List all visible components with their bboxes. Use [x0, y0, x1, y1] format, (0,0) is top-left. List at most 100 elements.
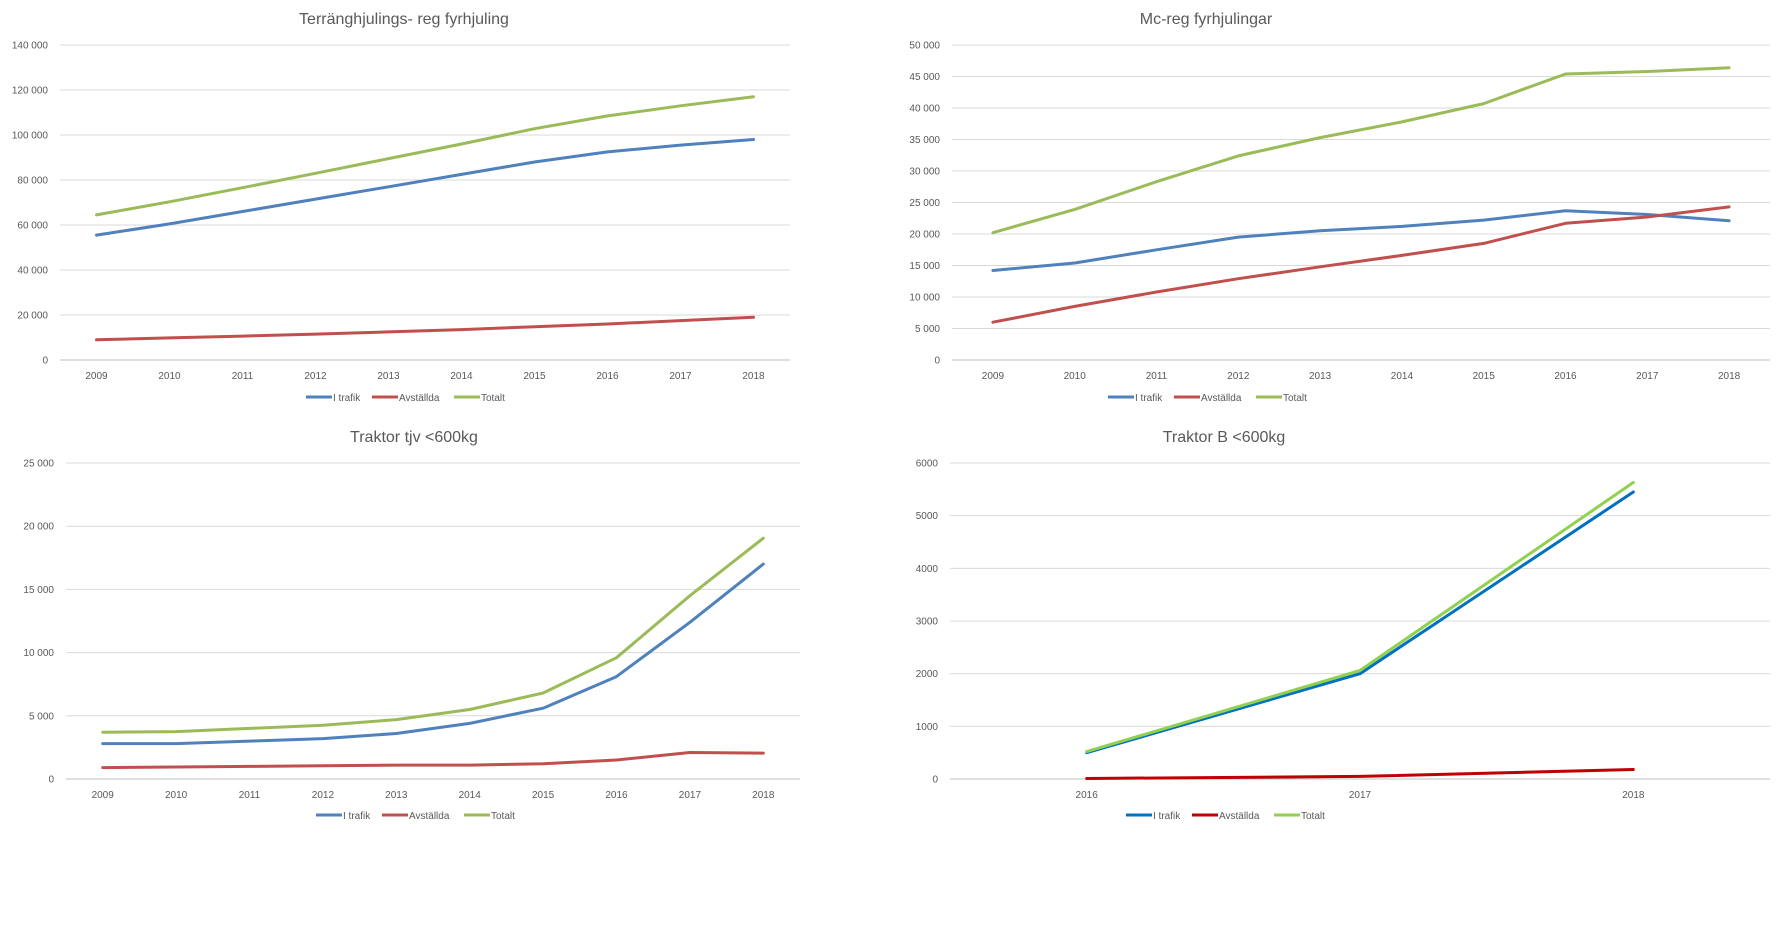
- x-tick-label: 2013: [385, 790, 408, 801]
- x-tick-label: 2011: [1146, 371, 1168, 382]
- y-tick-label: 0: [42, 356, 48, 367]
- x-tick-label: 2009: [982, 371, 1005, 382]
- chart-title: Traktor B <600kg: [1163, 429, 1286, 446]
- y-tick-label: 45 000: [909, 72, 940, 83]
- legend-label: Totalt: [481, 393, 505, 404]
- series-line-totalt: [1085, 481, 1635, 754]
- chart-title: Terränghjulings- reg fyrhjuling: [299, 11, 509, 28]
- x-tick-label: 2010: [165, 790, 188, 801]
- legend: I trafik Avställda Totalt: [306, 393, 505, 404]
- y-tick-label: 3000: [916, 617, 939, 628]
- y-tick-label: 0: [934, 356, 940, 367]
- x-tick-label: 2017: [679, 790, 702, 801]
- x-tick-label: 2016: [1076, 790, 1099, 801]
- x-tick-label: 2012: [312, 790, 335, 801]
- series-line-i-trafik: [1085, 490, 1635, 755]
- series-line-avställda: [95, 315, 755, 342]
- legend: I trafik Avställda Totalt: [1108, 393, 1307, 404]
- x-tick-label: 2009: [85, 371, 108, 382]
- y-tick-label: 40 000: [909, 104, 940, 115]
- x-tick-label: 2010: [1064, 371, 1087, 382]
- x-tick-label: 2016: [596, 371, 619, 382]
- x-tick-label: 2018: [742, 371, 765, 382]
- chart-title: Traktor tjv <600kg: [350, 429, 478, 446]
- legend-label: Totalt: [491, 811, 515, 822]
- x-tick-label: 2013: [1309, 371, 1332, 382]
- y-tick-label: 10 000: [909, 293, 940, 304]
- y-tick-label: 0: [48, 775, 54, 786]
- y-tick-label: 5 000: [29, 711, 54, 722]
- y-tick-label: 30 000: [909, 167, 940, 178]
- legend: I trafik Avställda Totalt: [316, 811, 515, 822]
- series-line-i-trafik: [101, 562, 765, 746]
- x-tick-label: 2018: [752, 790, 775, 801]
- plot-group: 0 1000 2000 3000 4000 5000 6000 2016 2017 2018: [916, 459, 1770, 801]
- legend-label: I trafik: [333, 393, 361, 404]
- x-tick-label: 2014: [450, 371, 473, 382]
- y-tick-label: 60 000: [17, 221, 48, 232]
- series-line-totalt: [95, 95, 755, 217]
- chart-panel-traktor-tjv: 0 5 000 10 000 15 000 20 000 25 000 2009 2010 20…: [0, 418, 890, 937]
- chart-mc-reg: 0 5 000 10 000 15 000 20 000 25 000 30 000 35 0…: [909, 11, 1770, 404]
- x-tick-label: 2018: [1718, 371, 1741, 382]
- y-tick-label: 35 000: [909, 135, 940, 146]
- y-tick-label: 4000: [916, 564, 939, 575]
- y-tick-label: 25 000: [909, 198, 940, 209]
- y-tick-label: 120 000: [12, 86, 49, 97]
- x-tick-label: 2016: [1554, 371, 1577, 382]
- y-tick-label: 20 000: [909, 230, 940, 241]
- x-tick-label: 2014: [459, 790, 482, 801]
- series-line-totalt: [101, 536, 765, 734]
- series-line-i-trafik: [95, 138, 755, 237]
- y-tick-label: 50 000: [909, 41, 940, 52]
- y-tick-label: 20 000: [17, 311, 48, 322]
- y-tick-label: 80 000: [17, 176, 48, 187]
- plot-group: 0 5 000 10 000 15 000 20 000 25 000 30 000 35 0…: [909, 41, 1770, 382]
- legend-label: Avställda: [1201, 393, 1242, 404]
- chart-title: Mc-reg fyrhjulingar: [1140, 11, 1273, 28]
- y-tick-label: 6000: [916, 459, 939, 470]
- y-tick-label: 40 000: [17, 266, 48, 277]
- x-tick-label: 2017: [669, 371, 692, 382]
- x-tick-label: 2014: [1391, 371, 1414, 382]
- y-tick-label: 0: [932, 775, 938, 786]
- chart-panel-traktor-b: 0 1000 2000 3000 4000 5000 6000 2016 2017 2018 Tra…: [890, 418, 1782, 937]
- y-tick-label: 2000: [916, 669, 939, 680]
- y-tick-label: 10 000: [23, 648, 54, 659]
- series-line-i-trafik: [991, 209, 1731, 272]
- legend-label: Avställda: [399, 393, 440, 404]
- chart-traktor-b: 0 1000 2000 3000 4000 5000 6000 2016 2017 2018 Tra…: [916, 429, 1770, 822]
- x-tick-label: 2012: [1227, 371, 1250, 382]
- x-tick-label: 2018: [1622, 790, 1645, 801]
- chart-traktor-tjv: 0 5 000 10 000 15 000 20 000 25 000 2009 2010 20…: [23, 429, 800, 822]
- y-tick-label: 15 000: [23, 585, 54, 596]
- legend-label: I trafik: [343, 811, 371, 822]
- x-tick-label: 2013: [377, 371, 400, 382]
- x-tick-label: 2017: [1349, 790, 1372, 801]
- x-tick-label: 2015: [532, 790, 555, 801]
- x-tick-label: 2011: [239, 790, 261, 801]
- y-tick-label: 140 000: [12, 41, 49, 52]
- series-line-avställda: [101, 751, 765, 770]
- legend-label: I trafik: [1135, 393, 1163, 404]
- series-line-totalt: [991, 66, 1731, 235]
- x-tick-label: 2010: [158, 371, 181, 382]
- x-tick-label: 2009: [92, 790, 115, 801]
- plot-group: 0 20 000 40 000 60 000 80 000 100 000 120 000 1…: [12, 41, 790, 382]
- x-tick-label: 2015: [1473, 371, 1496, 382]
- y-tick-label: 15 000: [909, 261, 940, 272]
- y-tick-label: 25 000: [23, 459, 54, 470]
- chart-panel-mc-reg: 0 5 000 10 000 15 000 20 000 25 000 30 000 35 0…: [890, 0, 1782, 468]
- legend-label: I trafik: [1153, 811, 1181, 822]
- series-line-avställda: [991, 205, 1731, 324]
- y-tick-label: 1000: [916, 722, 939, 733]
- legend-label: Totalt: [1301, 811, 1325, 822]
- y-tick-label: 20 000: [23, 522, 54, 533]
- y-tick-label: 5000: [916, 511, 939, 522]
- legend: I trafik Avställda Totalt: [1126, 811, 1325, 822]
- legend-label: Totalt: [1283, 393, 1307, 404]
- x-tick-label: 2011: [232, 371, 254, 382]
- x-tick-label: 2017: [1636, 371, 1659, 382]
- chart-panel-terrain: 0 20 000 40 000 60 000 80 000 100 000 120 000 1…: [0, 0, 890, 468]
- x-tick-label: 2016: [605, 790, 628, 801]
